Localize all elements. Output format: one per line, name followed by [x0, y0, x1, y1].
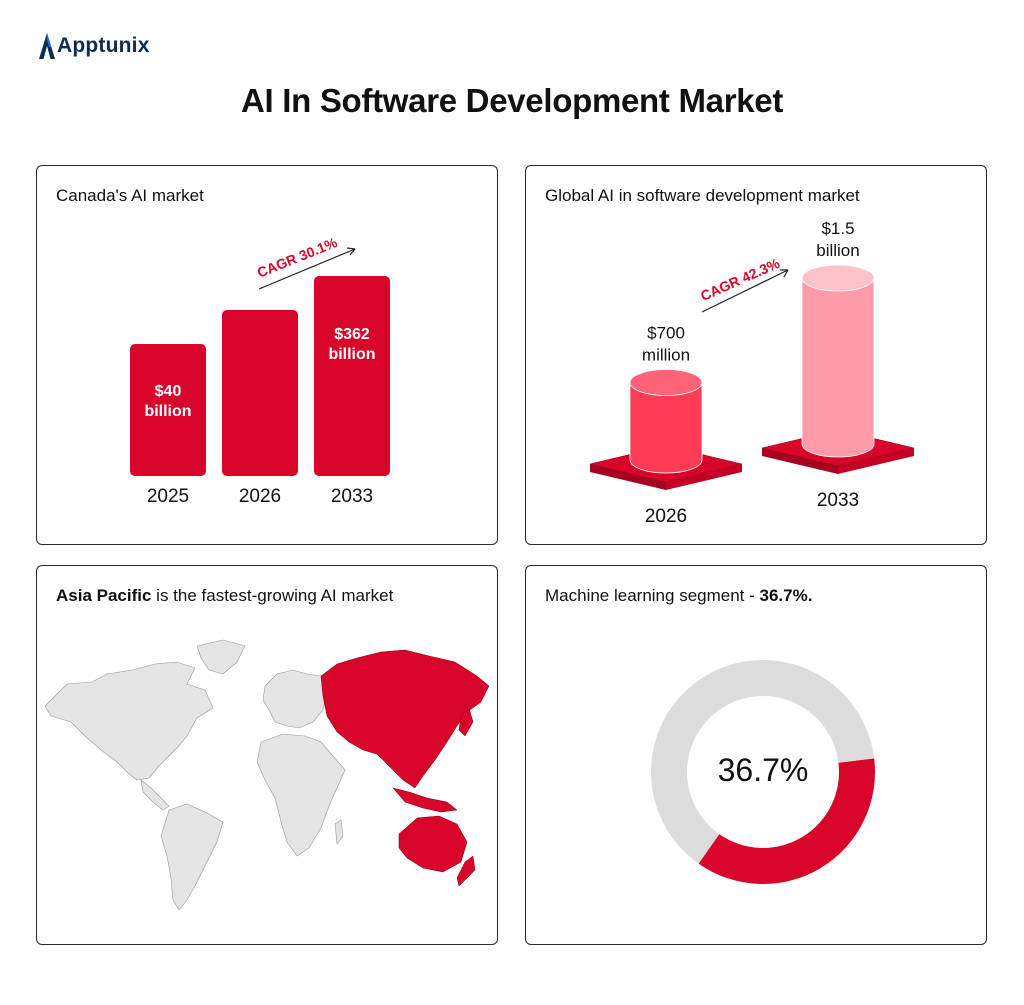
x-tick-label: 2025: [147, 486, 189, 507]
page-title: AI In Software Development Market: [240, 82, 784, 119]
brand-logo: Apptunix: [38, 30, 150, 62]
bar-2026: [222, 310, 298, 476]
europe-region: [262, 669, 328, 729]
greenland-region: [196, 639, 246, 675]
donut-center-label: 36.7%: [718, 752, 809, 788]
apptunix-logo-icon: [39, 33, 55, 59]
cylinder-2033: [801, 277, 875, 458]
asia-pacific-region: [320, 649, 490, 789]
panel-title: Asia Pacific is the fastest-growing AI m…: [56, 586, 394, 605]
brand-name: Apptunix: [57, 34, 150, 57]
ml-donut-chart: 36.7%: [651, 660, 875, 884]
madagascar-region: [334, 819, 344, 845]
africa-region: [256, 733, 346, 857]
data-label: $362 billion: [328, 326, 375, 363]
data-label: $40 billion: [144, 383, 191, 420]
global-ai-market-panel: Global AI in software development market…: [525, 165, 987, 545]
donut-slice-machine-learning: [698, 758, 875, 884]
platform-side: [590, 464, 666, 490]
platform-side: [666, 464, 742, 490]
cylinder-2026: [629, 382, 703, 474]
donut-slice-other: [651, 660, 875, 864]
asia-pacific-map-panel: Asia Pacific is the fastest-growing AI m…: [36, 565, 498, 945]
x-tick-label: 2033: [817, 490, 859, 511]
trend-arrow-icon: [258, 247, 356, 290]
cylinder-top: [629, 369, 703, 396]
bar-2025: [130, 344, 206, 476]
cylinder-top: [801, 264, 875, 292]
panel-title: Machine learning segment - 36.7%.: [545, 586, 813, 605]
panel-title: Canada's AI market: [56, 186, 204, 205]
x-tick-label: 2026: [239, 486, 281, 507]
south-america-region: [160, 803, 224, 911]
world-map: [44, 639, 490, 911]
platform-side: [838, 448, 914, 474]
australia-region: [398, 815, 468, 873]
platform-side: [762, 448, 838, 474]
southeast-asia-region: [392, 787, 458, 813]
machine-learning-panel: Machine learning segment - 36.7%. 36.7%: [525, 565, 987, 945]
japan-region: [458, 707, 474, 737]
x-tick-label: 2026: [645, 506, 687, 527]
panel-title: Global AI in software development market: [545, 186, 860, 205]
canada-ai-market-panel: Canada's AI market 2025 $40 billion 2026 203…: [36, 165, 498, 545]
x-tick-label: 2033: [331, 486, 373, 507]
new-zealand-region: [456, 855, 476, 887]
north-america-region: [44, 661, 214, 781]
central-america-region: [140, 779, 170, 811]
bar-2033: [314, 276, 390, 476]
data-label: $700 million: [642, 324, 690, 365]
trend-arrow-icon: [701, 269, 789, 313]
data-label: $1.5 billion: [816, 219, 859, 260]
